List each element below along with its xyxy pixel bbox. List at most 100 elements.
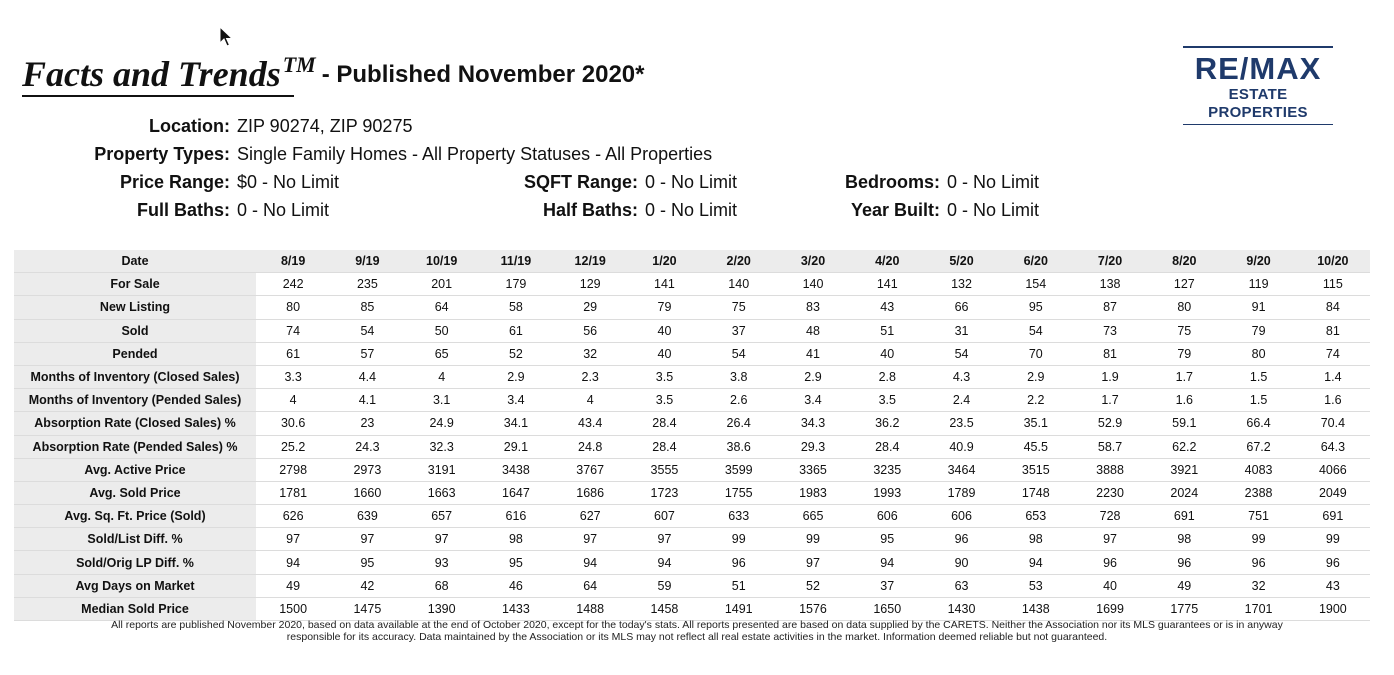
table-cell: 36.2 [850,411,925,436]
table-cell: 2.6 [701,388,776,413]
table-cell: 141 [850,272,925,297]
table-cell: 4.3 [924,365,999,390]
table-cell: 49 [1147,574,1222,598]
table-row: Sold/Orig LP Diff. % 94 95 93 95 94 94 96 97 94 90… [14,550,1370,575]
table-cell: 1.5 [1221,388,1296,413]
table-cell: 79 [627,295,702,320]
table-cell: 3555 [627,458,702,482]
mouse-cursor-icon [219,26,233,47]
table-cell: 657 [404,504,479,529]
column-header: 10/19 [404,250,479,274]
table-cell: 62.2 [1147,435,1222,459]
table-cell: 1500 [256,597,331,622]
table-cell: 75 [701,295,776,320]
table-cell: 65 [404,342,479,366]
table-cell: 94 [850,550,925,575]
row-label: For Sale [14,272,256,297]
table-cell: 29.3 [775,435,851,459]
table-cell: 23.5 [924,411,999,436]
table-cell: 3.5 [627,388,702,413]
table-cell: 4066 [1295,458,1370,482]
table-cell: 3767 [553,458,628,482]
table-row: Avg. Sold Price 1781 1660 1663 1647 1686 1723 1… [14,481,1370,506]
row-label: Absorption Rate (Pended Sales) % [14,435,256,459]
table-cell: 29.1 [478,435,554,459]
table-cell: 1755 [701,481,776,506]
criteria-half-baths: Half Baths: 0 - No Limit [458,199,737,221]
table-cell: 95 [850,527,925,552]
table-cell: 97 [256,527,331,552]
table-cell: 24.3 [330,435,405,459]
table-cell: 73 [1072,319,1148,343]
row-label: Months of Inventory (Pended Sales) [14,388,256,413]
row-label: Median Sold Price [14,597,256,622]
table-cell: 3365 [775,458,851,482]
table-row: Avg. Active Price 2798 2973 3191 3438 3767 355… [14,458,1370,482]
table-cell: 1993 [850,481,925,506]
table-cell: 3.4 [775,388,851,413]
criteria-value: 0 - No Limit [947,172,1040,192]
table-cell: 31 [924,319,999,343]
table-cell: 23 [330,411,405,436]
criteria-property-types: Property Types: Single Family Homes - All… [14,143,712,165]
table-cell: 28.4 [627,411,702,436]
table-cell: 633 [701,504,776,529]
disclaimer-line: All reports are published November 2020,… [111,619,1283,631]
criteria-label: Property Types: [94,144,230,164]
table-cell: 3.5 [850,388,925,413]
table-cell: 3.8 [701,365,776,390]
row-label: Avg. Active Price [14,458,256,482]
table-cell: 138 [1072,272,1148,297]
table-cell: 2.9 [478,365,554,390]
logo-bottom-rule [1183,124,1333,125]
row-label: Avg. Sq. Ft. Price (Sold) [14,504,256,529]
column-header: 12/19 [553,250,628,274]
disclaimer-line: responsible for its accuracy. Data maint… [286,631,1108,643]
table-header-row: Date 8/19 9/19 10/19 11/19 12/19 1/20 2/… [14,250,1370,274]
table-cell: 3191 [404,458,479,482]
column-header: 8/19 [256,250,331,274]
table-cell: 4 [553,388,628,413]
criteria-year-built: Year Built: 0 - No Limit [770,199,1039,221]
table-cell: 2388 [1221,481,1296,506]
title-main: Facts and TrendsTM [22,52,316,97]
table-cell: 2.8 [850,365,925,390]
table-cell: 751 [1221,504,1296,529]
table-cell: 61 [478,319,554,343]
table-cell: 2.3 [553,365,628,390]
table-cell: 54 [330,319,405,343]
table-cell: 34.1 [478,411,554,436]
table-cell: 1.7 [1147,365,1222,390]
table-cell: 98 [998,527,1073,552]
logo-name: RE/MAX [1194,51,1322,86]
table-cell: 1663 [404,481,479,506]
table-cell: 64 [404,295,479,320]
table-cell: 43 [1295,574,1370,598]
table-cell: 66.4 [1221,411,1296,436]
criteria-value: Single Family Homes - All Property Statu… [237,144,713,164]
criteria-value: 0 - No Limit [645,200,738,220]
table-cell: 43.4 [553,411,628,436]
table-cell: 99 [701,527,776,552]
table-cell: 1430 [924,597,999,622]
table-cell: 40 [627,319,702,343]
table-cell: 26.4 [701,411,776,436]
criteria-label: SQFT Range: [523,172,638,192]
table-cell: 98 [1147,527,1222,552]
table-cell: 53 [998,574,1073,598]
table-cell: 97 [404,527,479,552]
table-cell: 3.3 [256,365,331,390]
table-cell: 1775 [1147,597,1222,622]
table-cell: 38.6 [701,435,776,459]
table-cell: 79 [1221,319,1296,343]
table-cell: 607 [627,504,702,529]
table-cell: 1.6 [1295,388,1370,413]
table-row: Pended 61 57 65 52 32 40 54 41 40 54 70 81 79 80 74 [14,342,1370,366]
table-cell: 1650 [850,597,925,622]
table-cell: 57 [330,342,405,366]
table-cell: 3438 [478,458,554,482]
table-cell: 1723 [627,481,702,506]
table-cell: 48 [775,319,851,343]
title-subtitle: - Published November 2020* [321,61,645,88]
column-header: 1/20 [627,250,702,274]
